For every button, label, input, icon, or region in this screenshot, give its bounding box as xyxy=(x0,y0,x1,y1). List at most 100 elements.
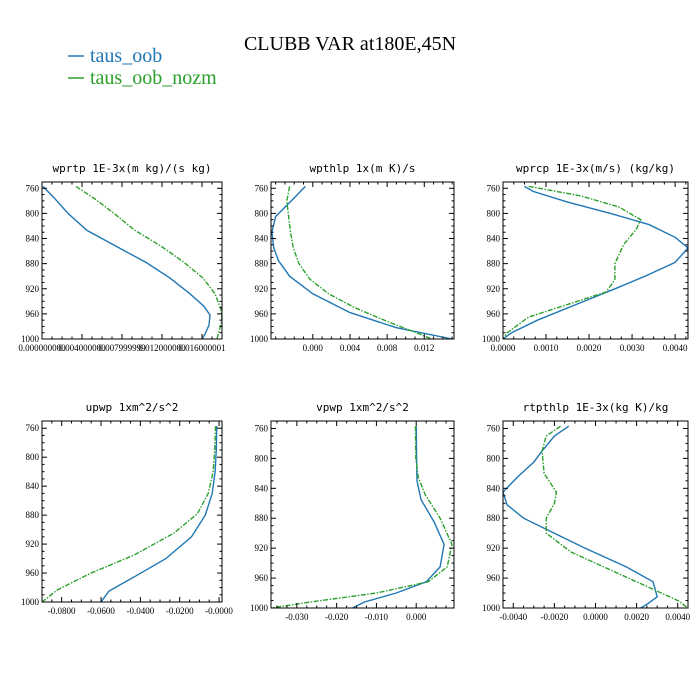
x-tick-label: -0.020 xyxy=(325,612,349,622)
x-tick-label: 0.0000 xyxy=(583,612,608,622)
chart-panel-2: wpthlp 1x(m K)/s 760 800 840 880 920 960 1000 0.… xyxy=(250,162,455,353)
x-tick-label: -0.0200 xyxy=(166,606,194,616)
series-line-taus_oob xyxy=(100,426,218,602)
panel-title: wprtp 1E-3x(m kg)/(s kg) xyxy=(53,162,212,175)
plot-frame xyxy=(270,181,455,340)
y-tick-label: 800 xyxy=(487,453,501,463)
x-tick-label: 0.000 xyxy=(303,343,324,353)
series-line-taus_oob_nozm xyxy=(503,185,642,339)
x-tick-label: -0.0000 xyxy=(205,606,233,616)
y-tick-label: 1000 xyxy=(250,334,269,344)
y-tick-label: 920 xyxy=(487,543,501,553)
y-tick-label: 880 xyxy=(255,259,269,269)
y-tick-label: 1000 xyxy=(482,334,501,344)
series-line-taus_oob_nozm xyxy=(42,426,217,602)
x-tick-label: 0.000 xyxy=(406,612,427,622)
y-tick-label: 920 xyxy=(255,284,269,294)
plot-frame xyxy=(41,420,223,603)
y-tick-label: 760 xyxy=(26,183,40,193)
x-tick-label: 0.0020 xyxy=(624,612,649,622)
series-line-taus_oob_nozm xyxy=(286,186,432,339)
plot-frame xyxy=(41,181,223,340)
y-tick-label: 880 xyxy=(487,259,501,269)
y-tick-label: 880 xyxy=(26,510,40,520)
y-tick-label: 840 xyxy=(255,483,269,493)
y-tick-label: 760 xyxy=(255,423,269,433)
panel-title: wpthlp 1x(m K)/s xyxy=(310,162,416,175)
plot-frame xyxy=(502,181,689,340)
chart-panel-6: rtpthlp 1E-3x(kg K)/kg 760 800 840 880 920 960… xyxy=(482,401,691,622)
chart-panel-5: vpwp 1xm^2/s^2 760 800 840 880 920 960 1000 -0.0… xyxy=(250,401,455,622)
legend-label-taus_oob_nozm: taus_oob_nozm xyxy=(90,67,217,89)
series-line-taus_oob xyxy=(352,426,445,608)
x-tick-label: 0.004000000 xyxy=(58,343,106,353)
x-tick-label: -0.0020 xyxy=(541,612,569,622)
series-line-taus_oob_nozm xyxy=(271,426,453,608)
y-tick-label: 1000 xyxy=(21,334,40,344)
legend-label-taus_oob: taus_oob xyxy=(90,45,162,67)
y-tick-label: 1000 xyxy=(21,597,40,607)
y-tick-label: 800 xyxy=(487,208,501,218)
x-tick-label: 0.0040 xyxy=(665,612,690,622)
plot-frame xyxy=(502,420,689,609)
y-tick-label: 840 xyxy=(26,234,40,244)
y-tick-label: 920 xyxy=(26,284,40,294)
x-tick-label: 0.0040 xyxy=(663,343,688,353)
panel-title: upwp 1xm^2/s^2 xyxy=(86,401,179,414)
x-tick-label: 0.0000 xyxy=(491,343,516,353)
series-line-taus_oob xyxy=(271,185,453,339)
y-tick-label: 1000 xyxy=(482,603,501,613)
x-tick-label: 0.004 xyxy=(340,343,361,353)
y-tick-label: 880 xyxy=(255,513,269,523)
x-tick-label: 0.012000000 xyxy=(138,343,186,353)
x-tick-label: -0.0600 xyxy=(87,606,115,616)
y-tick-label: 920 xyxy=(255,543,269,553)
x-tick-label: 0.007999999 xyxy=(98,343,146,353)
x-tick-label: -0.0040 xyxy=(499,612,527,622)
x-tick-label: -0.0800 xyxy=(48,606,76,616)
y-tick-label: 800 xyxy=(255,208,269,218)
x-tick-label: 0.0020 xyxy=(577,343,602,353)
y-tick-label: 760 xyxy=(487,423,501,433)
y-tick-label: 1000 xyxy=(250,603,269,613)
y-tick-label: 800 xyxy=(26,208,40,218)
series-line-taus_oob_nozm xyxy=(541,425,688,608)
panel-title: wprcp 1E-3x(m/s) (kg/kg) xyxy=(516,162,675,175)
y-tick-label: 960 xyxy=(487,309,501,319)
x-tick-label: 0.0030 xyxy=(620,343,645,353)
y-tick-label: 960 xyxy=(487,573,501,583)
panel-title: vpwp 1xm^2/s^2 xyxy=(316,401,409,414)
y-tick-label: 960 xyxy=(26,309,40,319)
figure-title: CLUBB VAR at180E,45N xyxy=(244,33,456,55)
y-tick-label: 840 xyxy=(26,481,40,491)
y-tick-label: 800 xyxy=(26,452,40,462)
x-tick-label: 0.000000000 xyxy=(18,343,66,353)
x-tick-label: 0.008 xyxy=(377,343,398,353)
y-tick-label: 960 xyxy=(255,573,269,583)
y-tick-label: 960 xyxy=(255,309,269,319)
chart-panels: wprtp 1E-3x(m kg)/(s kg) 760 800 840 880 920 9… xyxy=(18,162,690,622)
y-tick-label: 760 xyxy=(26,423,40,433)
series-line-taus_oob_nozm xyxy=(75,185,222,339)
y-tick-label: 840 xyxy=(255,234,269,244)
y-tick-label: 840 xyxy=(487,483,501,493)
panel-title: rtpthlp 1E-3x(kg K)/kg xyxy=(523,401,669,414)
y-tick-label: 840 xyxy=(487,234,501,244)
x-tick-label: -0.010 xyxy=(365,612,389,622)
chart-panel-3: wprcp 1E-3x(m/s) (kg/kg) 760 800 840 880 920 9… xyxy=(482,162,689,353)
x-tick-label: -0.030 xyxy=(285,612,309,622)
x-tick-label: 0.016000001 xyxy=(178,343,225,353)
plot-frame xyxy=(270,420,455,609)
y-tick-label: 760 xyxy=(255,183,269,193)
y-tick-label: 920 xyxy=(487,284,501,294)
chart-panel-1: wprtp 1E-3x(m kg)/(s kg) 760 800 840 880 920 9… xyxy=(18,162,225,353)
series-line-taus_oob xyxy=(503,425,659,608)
series-line-taus_oob xyxy=(42,185,211,339)
y-tick-label: 880 xyxy=(487,513,501,523)
x-tick-label: 0.0010 xyxy=(534,343,559,353)
y-tick-label: 880 xyxy=(26,259,40,269)
y-tick-label: 800 xyxy=(255,453,269,463)
x-tick-label: -0.0400 xyxy=(126,606,154,616)
